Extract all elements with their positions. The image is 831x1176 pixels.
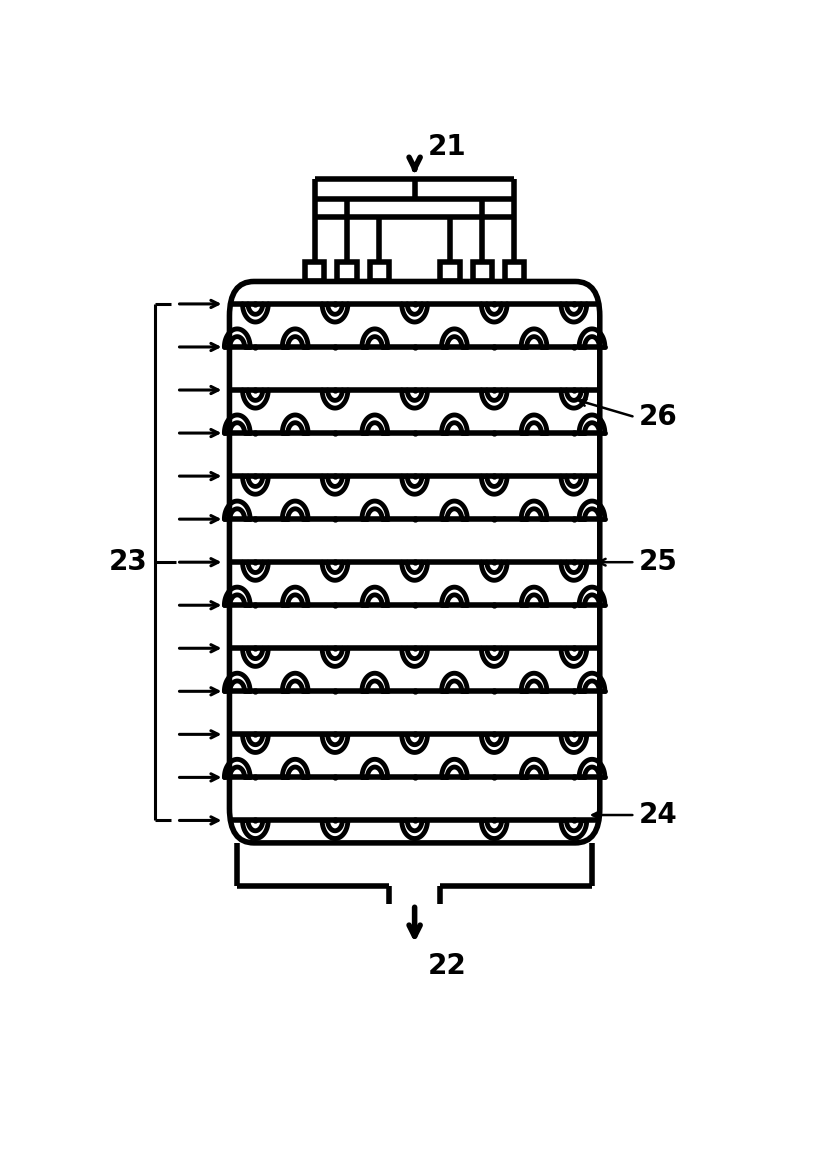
Bar: [504, 261, 524, 281]
Text: 26: 26: [638, 403, 677, 432]
Bar: [370, 261, 389, 281]
Text: 21: 21: [427, 133, 466, 161]
Bar: [337, 261, 356, 281]
Bar: [440, 261, 460, 281]
Bar: [473, 261, 492, 281]
Bar: [305, 261, 324, 281]
Text: 24: 24: [638, 801, 677, 829]
Text: 25: 25: [638, 548, 677, 576]
Text: 23: 23: [109, 548, 148, 576]
Text: 22: 22: [427, 953, 466, 981]
